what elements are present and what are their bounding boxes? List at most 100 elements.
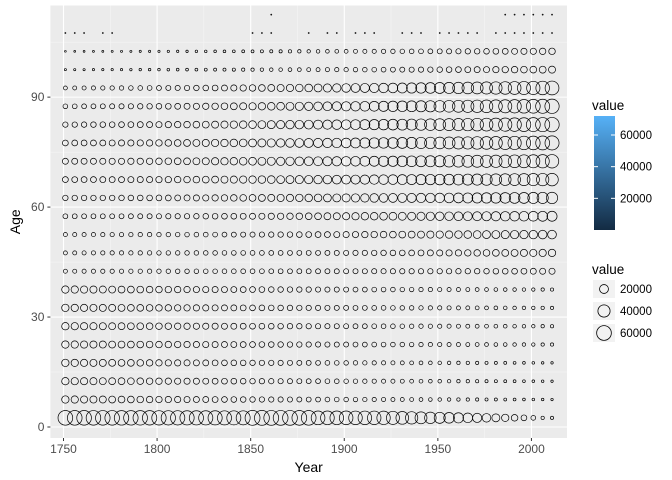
data-point (226, 410, 242, 426)
data-point (399, 66, 406, 73)
data-point (362, 396, 368, 403)
data-point (80, 322, 89, 331)
data-point (371, 66, 377, 73)
data-point (380, 249, 387, 257)
data-point (406, 82, 418, 94)
data-point (117, 359, 126, 367)
data-point (175, 268, 181, 274)
data-point (371, 268, 378, 275)
data-point (235, 410, 251, 426)
data-point (109, 194, 116, 202)
data-point (192, 120, 201, 129)
data-point (343, 286, 349, 293)
data-point (433, 411, 446, 424)
data-point (523, 32, 525, 34)
data-point (146, 194, 153, 202)
data-point (380, 341, 387, 348)
data-point (455, 268, 462, 275)
data-point (258, 194, 266, 202)
data-point (343, 396, 349, 403)
data-point (437, 379, 442, 384)
data-point (306, 49, 311, 54)
data-point (334, 67, 340, 73)
data-point (484, 323, 489, 329)
data-point (322, 174, 333, 185)
data-point (239, 120, 248, 129)
y-tick-label: 30 (31, 310, 45, 324)
data-point (332, 83, 342, 93)
data-point (266, 156, 276, 166)
data-point (137, 250, 143, 256)
data-point (544, 117, 560, 133)
data-point (437, 397, 442, 402)
data-point (136, 121, 144, 128)
data-point (145, 395, 154, 404)
data-point (491, 413, 501, 423)
data-point (98, 395, 107, 404)
data-point (315, 304, 322, 311)
data-point (324, 268, 331, 275)
color-legend-title: value (592, 98, 624, 113)
data-point (484, 397, 489, 402)
data-point (428, 378, 433, 384)
data-point (483, 66, 490, 74)
data-point (70, 377, 79, 386)
data-point (119, 268, 125, 274)
data-point (333, 341, 340, 348)
data-point (117, 377, 126, 385)
data-point (294, 156, 304, 166)
data-point (63, 85, 68, 91)
data-point (98, 285, 107, 294)
data-point (538, 229, 548, 240)
data-point (155, 395, 163, 404)
data-point (313, 83, 323, 93)
data-point (179, 410, 195, 426)
data-point (61, 285, 70, 294)
data-point (118, 157, 125, 165)
data-point (424, 136, 437, 150)
data-point (370, 212, 379, 221)
data-point (503, 361, 508, 365)
data-point (528, 229, 538, 240)
data-point (377, 119, 390, 131)
data-point (314, 231, 322, 238)
data-point (70, 358, 79, 367)
data-point (100, 85, 106, 91)
data-point (240, 231, 247, 238)
data-point (371, 48, 377, 54)
data-point (540, 324, 545, 329)
data-point (361, 249, 368, 256)
data-point (504, 32, 507, 34)
data-point (62, 213, 69, 220)
data-point (359, 101, 371, 112)
data-point (89, 303, 98, 312)
data-point (444, 211, 454, 221)
data-point (92, 50, 95, 53)
data-point (359, 156, 371, 167)
data-point (443, 155, 456, 168)
data-point (244, 410, 261, 426)
data-point (480, 173, 493, 186)
data-point (445, 230, 454, 239)
data-point (300, 410, 317, 426)
data-point (492, 48, 500, 55)
data-point (296, 250, 303, 256)
data-point (72, 103, 78, 110)
data-point (184, 250, 190, 256)
data-point (351, 193, 360, 203)
data-point (202, 341, 210, 348)
data-point (473, 66, 481, 73)
data-point (397, 211, 407, 221)
data-point (399, 397, 405, 402)
data-point (296, 231, 303, 238)
data-point (211, 175, 219, 184)
data-point (175, 67, 180, 72)
data-point (388, 211, 398, 221)
data-point (371, 360, 377, 366)
data-point (229, 138, 238, 148)
data-point (399, 249, 406, 257)
data-point (285, 175, 295, 184)
data-point (220, 194, 229, 202)
data-point (128, 250, 134, 256)
data-point (303, 119, 314, 130)
